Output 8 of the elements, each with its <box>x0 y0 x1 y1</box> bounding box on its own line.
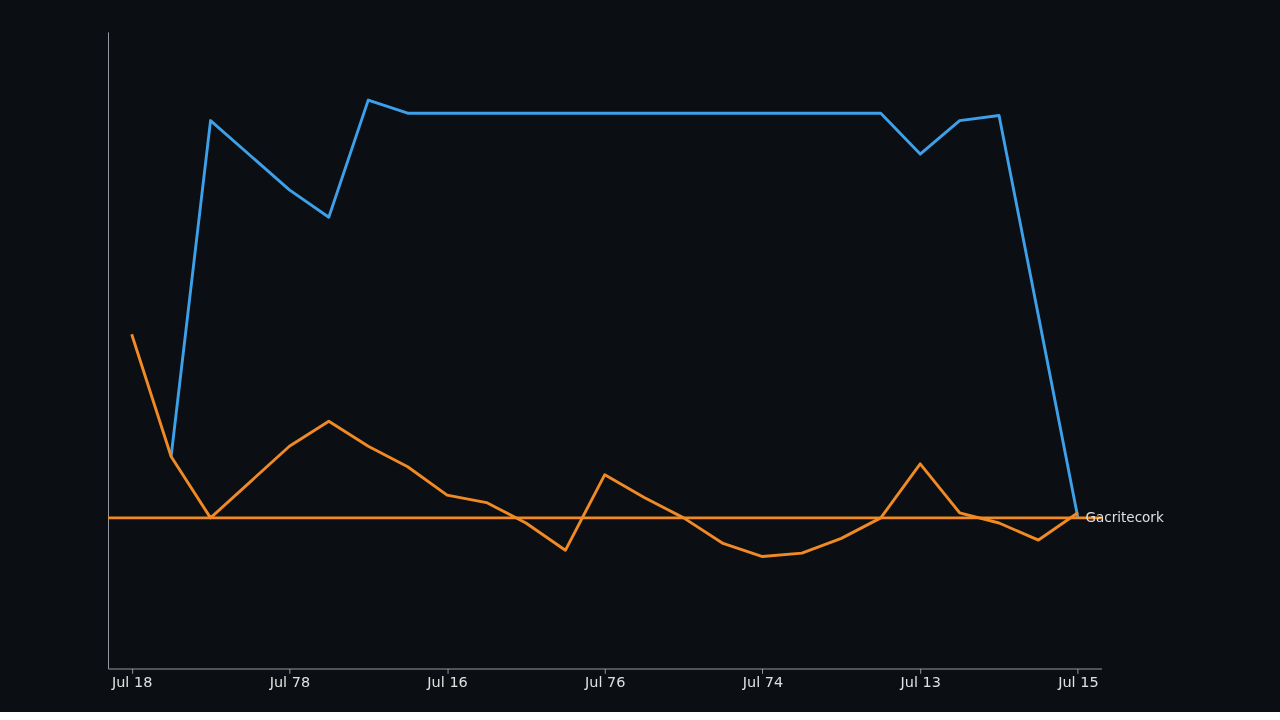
x-tick-label: Jul 13 <box>899 674 941 691</box>
x-tick-label: Jul 74 <box>741 674 784 691</box>
x-tick-label: Jul 78 <box>268 674 311 691</box>
x-tick-label: Jul 16 <box>426 674 468 691</box>
x-tick-label: Jul 76 <box>584 674 626 691</box>
x-tick-label: Jul 18 <box>110 674 153 691</box>
annotation: Gacritecork <box>1085 508 1164 525</box>
x-tick-label: Jul 15 <box>1057 674 1099 691</box>
